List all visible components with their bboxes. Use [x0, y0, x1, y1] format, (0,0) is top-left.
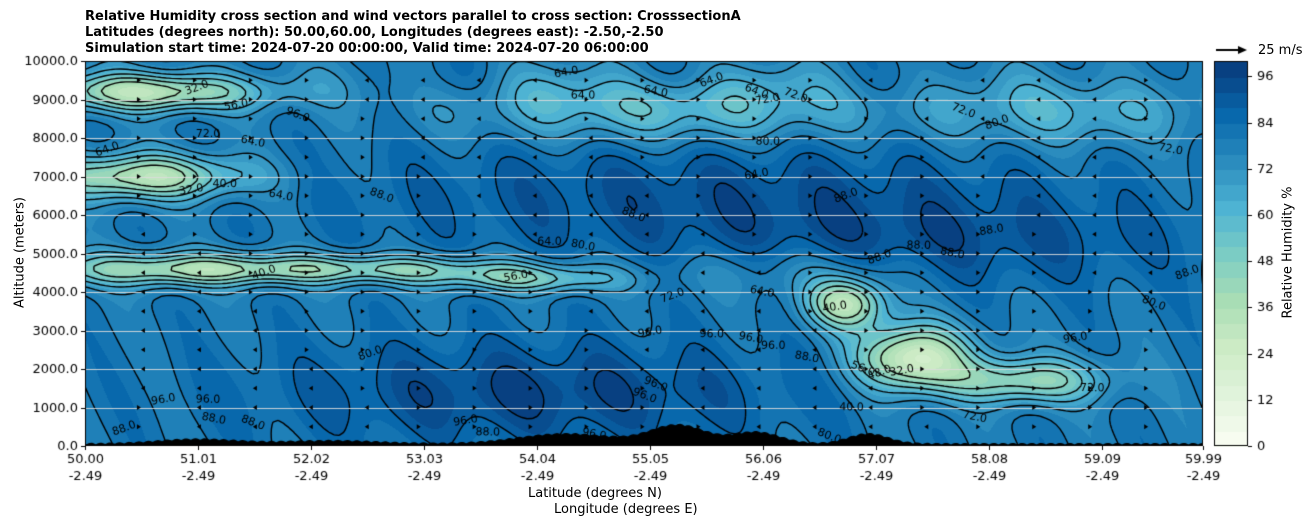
y-axis-label: Altitude (meters)	[12, 197, 28, 308]
chart-title-line-2: Latitudes (degrees north): 50.00,60.00, …	[85, 25, 664, 40]
chart-title-line-1: Relative Humidity cross section and wind…	[85, 9, 741, 24]
colorbar-label: Relative Humidity %	[1280, 186, 1296, 319]
x-axis-label-longitude: Longitude (degrees E)	[554, 502, 698, 517]
x-axis-label-latitude: Latitude (degrees N)	[528, 486, 662, 501]
chart-title-line-3: Simulation start time: 2024-07-20 00:00:…	[85, 41, 649, 56]
quiver-key-label: 25 m/s	[1258, 43, 1303, 58]
